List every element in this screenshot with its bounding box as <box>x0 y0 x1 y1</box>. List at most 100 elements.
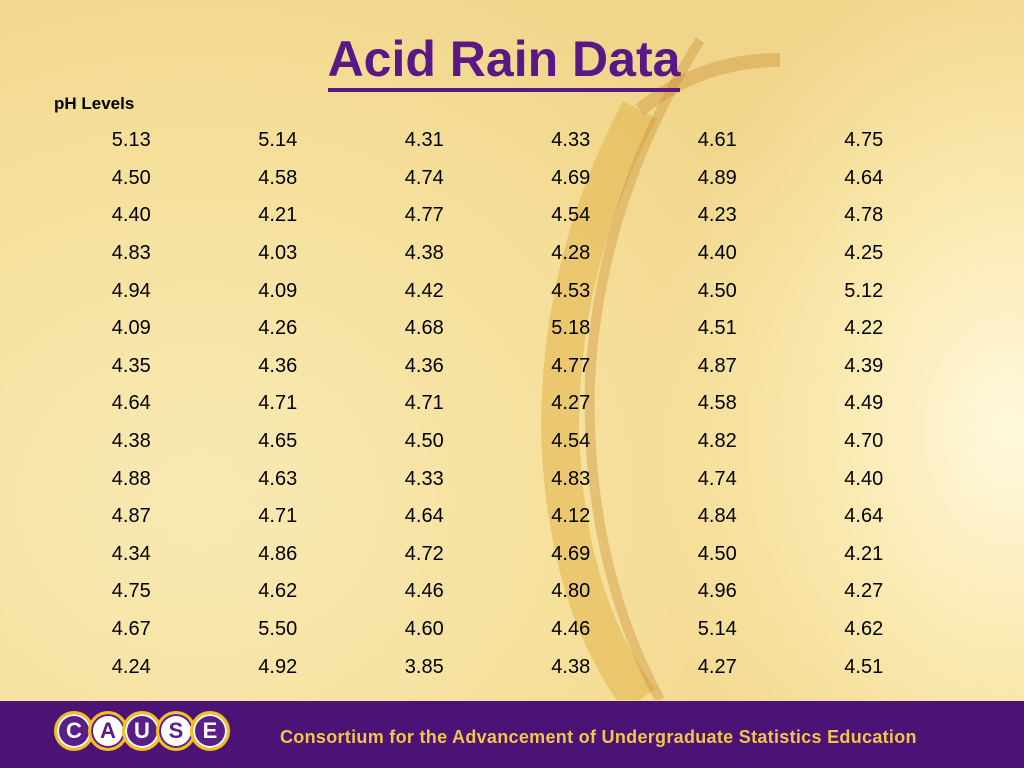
table-cell: 4.33 <box>404 467 444 490</box>
table-cell: 4.34 <box>111 542 151 565</box>
table-row: 4.24 4.92 3.85 4.38 4.27 4.51 <box>58 648 937 686</box>
table-cell: 4.50 <box>697 542 737 565</box>
table-cell: 4.71 <box>404 392 444 415</box>
table-cell: 4.84 <box>697 505 737 528</box>
table-cell: 5.14 <box>258 129 298 152</box>
table-cell: 4.92 <box>258 655 298 678</box>
table-cell: 4.21 <box>258 204 298 227</box>
table-cell: 4.50 <box>111 166 151 189</box>
logo-letter: E <box>190 711 230 751</box>
table-cell: 5.50 <box>258 618 298 641</box>
table-cell: 4.63 <box>258 467 298 490</box>
table-cell: 4.27 <box>844 580 884 603</box>
table-cell: 4.28 <box>551 242 591 265</box>
table-row: 4.09 4.26 4.68 5.18 4.51 4.22 <box>58 310 937 348</box>
table-cell: 4.53 <box>551 279 591 302</box>
table-cell: 4.72 <box>404 542 444 565</box>
table-row: 5.13 5.14 4.31 4.33 4.61 4.75 <box>58 122 937 160</box>
table-cell: 5.14 <box>697 618 737 641</box>
table-cell: 4.80 <box>551 580 591 603</box>
table-cell: 4.38 <box>404 242 444 265</box>
table-cell: 4.36 <box>404 354 444 377</box>
table-cell: 4.83 <box>111 242 151 265</box>
table-cell: 4.78 <box>844 204 884 227</box>
table-cell: 4.40 <box>844 467 884 490</box>
table-row: 4.83 4.03 4.38 4.28 4.40 4.25 <box>58 235 937 273</box>
table-cell: 4.38 <box>551 655 591 678</box>
table-cell: 4.75 <box>844 129 884 152</box>
table-cell: 4.87 <box>697 354 737 377</box>
table-cell: 4.31 <box>404 129 444 152</box>
table-cell: 4.89 <box>697 166 737 189</box>
table-row: 4.67 5.50 4.60 4.46 5.14 4.62 <box>58 611 937 649</box>
table-cell: 4.69 <box>551 166 591 189</box>
table-cell: 4.50 <box>697 279 737 302</box>
table-row: 4.64 4.71 4.71 4.27 4.58 4.49 <box>58 385 937 423</box>
table-cell: 4.65 <box>258 430 298 453</box>
table-cell: 4.61 <box>697 129 737 152</box>
footer-text: Consortium for the Advancement of Underg… <box>280 727 917 747</box>
table-cell: 4.38 <box>111 430 151 453</box>
table-cell: 4.39 <box>844 354 884 377</box>
table-cell: 4.09 <box>258 279 298 302</box>
table-cell: 4.46 <box>404 580 444 603</box>
table-cell: 4.33 <box>551 129 591 152</box>
table-cell: 4.22 <box>844 317 884 340</box>
table-cell: 4.21 <box>844 542 884 565</box>
table-cell: 4.86 <box>258 542 298 565</box>
table-cell: 4.77 <box>404 204 444 227</box>
table-cell: 4.12 <box>551 505 591 528</box>
table-cell: 4.50 <box>404 430 444 453</box>
table-cell: 5.12 <box>844 279 884 302</box>
table-subtitle: pH Levels <box>54 94 135 113</box>
table-cell: 3.85 <box>404 655 444 678</box>
table-cell: 4.70 <box>844 430 884 453</box>
globe-arc-decoration <box>540 37 781 700</box>
table-cell: 4.62 <box>258 580 298 603</box>
table-cell: 4.74 <box>404 166 444 189</box>
table-cell: 4.60 <box>404 618 444 641</box>
table-cell: 4.58 <box>258 166 298 189</box>
table-cell: 4.88 <box>111 467 151 490</box>
table-cell: 4.54 <box>551 430 591 453</box>
table-row: 4.40 4.21 4.77 4.54 4.23 4.78 <box>58 197 937 235</box>
table-cell: 4.51 <box>844 655 884 678</box>
table-cell: 4.75 <box>111 580 151 603</box>
table-cell: 4.24 <box>111 655 151 678</box>
table-cell: 4.40 <box>111 204 151 227</box>
logo-letter: S <box>156 711 196 751</box>
table-cell: 4.67 <box>111 618 151 641</box>
table-cell: 5.13 <box>111 129 151 152</box>
table-cell: 4.64 <box>111 392 151 415</box>
table-cell: 4.96 <box>697 580 737 603</box>
table-cell: 4.36 <box>258 354 298 377</box>
table-cell: 4.49 <box>844 392 884 415</box>
table-cell: 4.27 <box>551 392 591 415</box>
table-cell: 4.83 <box>551 467 591 490</box>
table-cell: 4.25 <box>844 242 884 265</box>
table-cell: 4.23 <box>697 204 737 227</box>
table-cell: 4.94 <box>111 279 151 302</box>
table-cell: 4.27 <box>697 655 737 678</box>
table-cell: 4.71 <box>258 392 298 415</box>
table-row: 4.94 4.09 4.42 4.53 4.50 5.12 <box>58 272 937 310</box>
logo-letter: C <box>54 711 94 751</box>
slide-title: Acid Rain Data <box>0 34 1008 92</box>
logo-letter: A <box>88 711 128 751</box>
table-cell: 4.82 <box>697 430 737 453</box>
table-cell: 4.64 <box>404 505 444 528</box>
table-cell: 4.40 <box>697 242 737 265</box>
table-cell: 4.35 <box>111 354 151 377</box>
table-cell: 4.09 <box>111 317 151 340</box>
table-row: 4.38 4.65 4.50 4.54 4.82 4.70 <box>58 423 937 461</box>
table-row: 4.87 4.71 4.64 4.12 4.84 4.64 <box>58 498 937 536</box>
table-cell: 4.68 <box>404 317 444 340</box>
table-cell: 4.51 <box>697 317 737 340</box>
table-cell: 4.74 <box>697 467 737 490</box>
table-row: 4.75 4.62 4.46 4.80 4.96 4.27 <box>58 573 937 611</box>
table-cell: 4.46 <box>551 618 591 641</box>
table-cell: 4.71 <box>258 505 298 528</box>
table-row: 4.34 4.86 4.72 4.69 4.50 4.21 <box>58 536 937 574</box>
